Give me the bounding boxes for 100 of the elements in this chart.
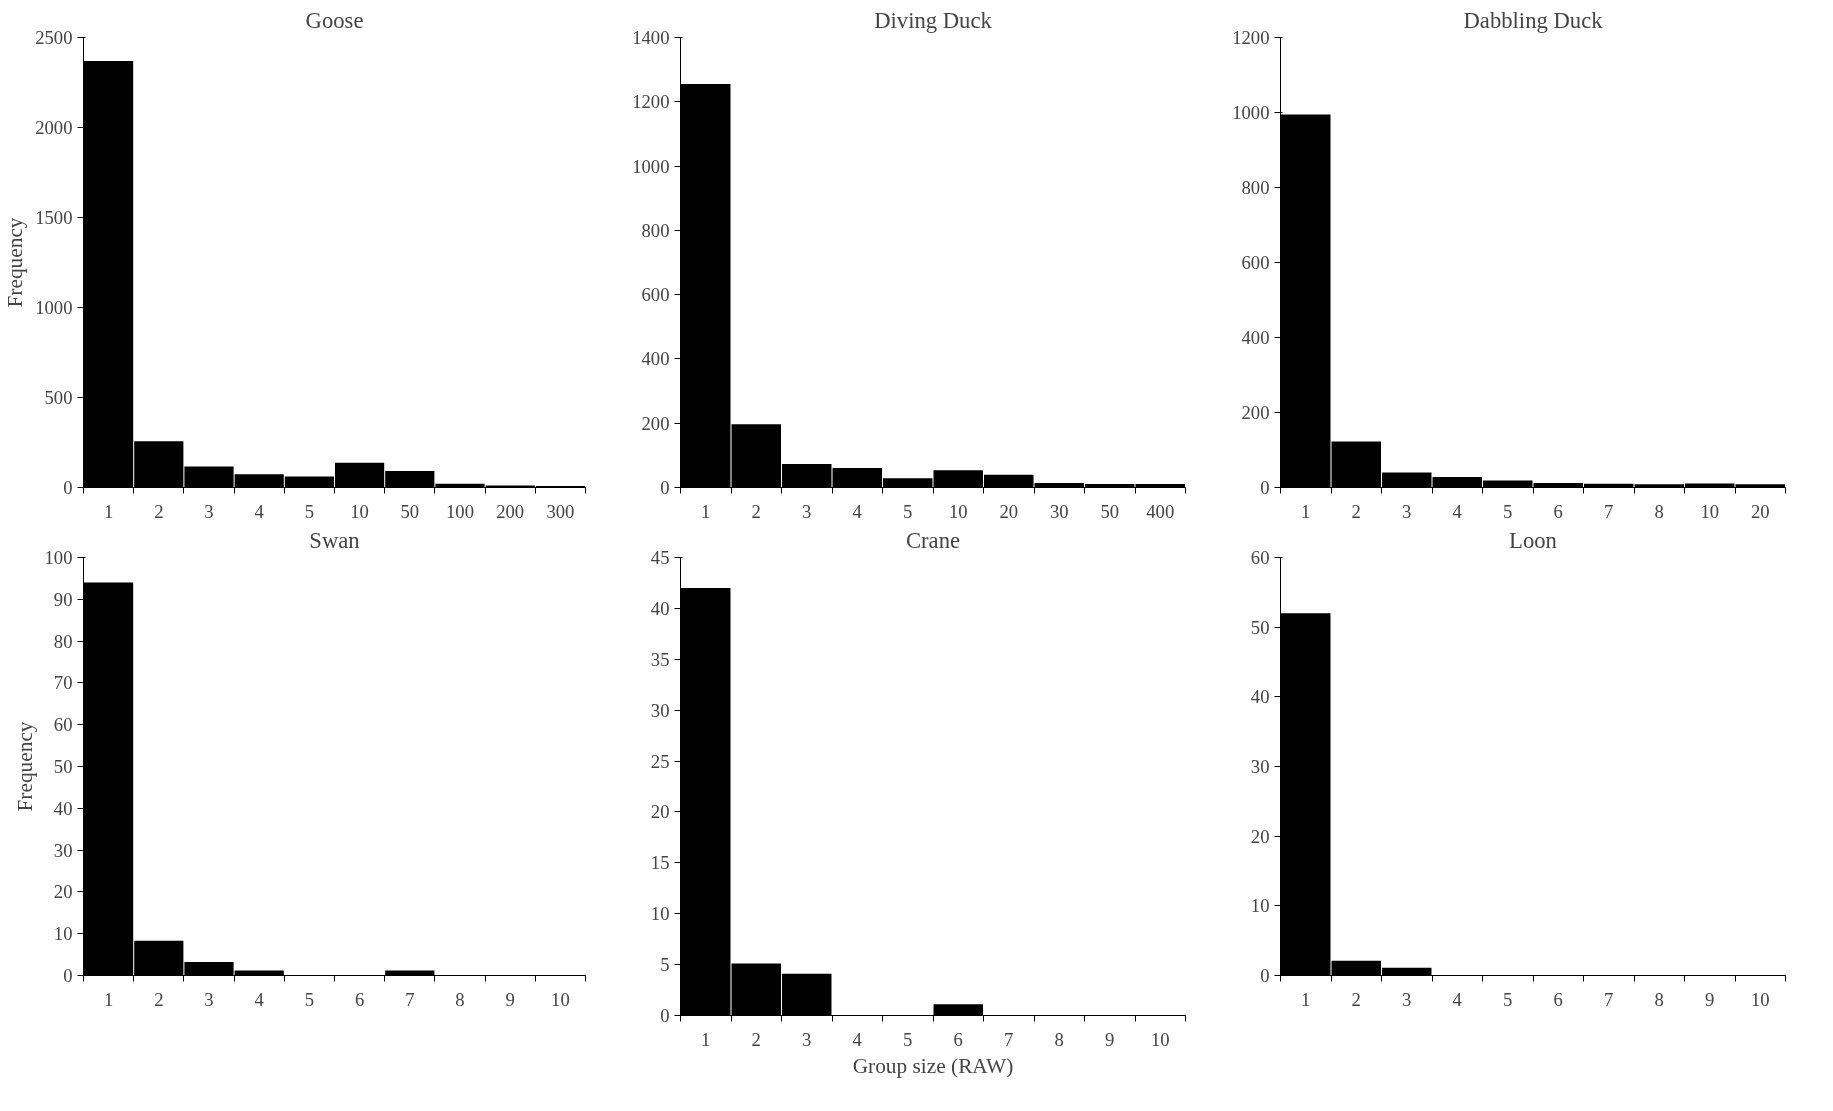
y-tick-label: 30	[1250, 756, 1270, 777]
chart-title: Goose	[305, 7, 364, 33]
x-tick-label: 7	[405, 988, 415, 1010]
y-tick-label: 200	[641, 412, 670, 434]
x-tick-label: 4	[1452, 988, 1463, 1010]
x-tick-label: 20	[999, 500, 1019, 522]
y-tick-label: 0	[63, 477, 73, 498]
x-tick-label: 10	[551, 988, 570, 1010]
y-tick-label: 10	[53, 923, 73, 945]
x-tick-label: 2	[1351, 500, 1361, 522]
chart-title: Crane	[905, 527, 961, 553]
y-tick-label: 25	[650, 750, 670, 772]
x-tick-label: 3	[204, 988, 214, 1010]
x-tick-label: 400	[1146, 500, 1175, 522]
y-tick-label: 35	[650, 648, 670, 670]
y-tick-label: 600	[1241, 252, 1270, 273]
x-tick-label: 6	[953, 1028, 963, 1050]
y-tick-label: 1000	[1232, 102, 1270, 123]
y-tick-label: 400	[1241, 327, 1270, 348]
y-tick-label: 70	[53, 672, 73, 694]
x-tick-label: 10	[1700, 500, 1720, 522]
x-tick-label: 5	[903, 500, 913, 522]
x-tick-label: 7	[1604, 500, 1614, 522]
y-tick-label: 1200	[1232, 27, 1270, 48]
x-tick-label: 20	[1750, 500, 1770, 522]
y-tick-label: 20	[1250, 825, 1270, 847]
x-tick-label: 1	[103, 500, 114, 522]
y-tick-label: 60	[53, 714, 73, 736]
y-tick-label: 1000	[632, 155, 670, 177]
x-tick-label: 3	[1402, 988, 1412, 1010]
y-tick-label: 0	[660, 1005, 670, 1026]
y-tick-label: 800	[641, 219, 670, 241]
x-tick-label: 30	[1049, 500, 1069, 522]
y-tick-label: 15	[650, 852, 670, 874]
x-tick-label: 100	[446, 500, 474, 522]
x-tick-label: 50	[1100, 500, 1120, 522]
y-tick-label: 0	[660, 477, 670, 498]
y-tick-label: 0	[63, 965, 73, 986]
x-axis-title: Group size (RAW)	[852, 1053, 1014, 1078]
x-tick-label: 3	[1402, 500, 1412, 522]
y-tick-label: 30	[53, 839, 73, 861]
x-tick-label: 300	[546, 500, 575, 522]
x-tick-label: 6	[354, 988, 365, 1010]
x-tick-label: 2	[1351, 988, 1361, 1010]
x-tick-label: 6	[1553, 500, 1563, 522]
x-tick-label: 10	[350, 500, 369, 522]
x-tick-label: 4	[254, 988, 265, 1010]
x-tick-label: 2	[751, 1028, 761, 1050]
chart-title: Diving Duck	[874, 7, 993, 33]
x-tick-label: 50	[400, 500, 420, 522]
y-tick-label: 10	[1250, 895, 1270, 917]
x-tick-label: 4	[852, 1028, 863, 1050]
x-tick-label: 10	[1150, 1028, 1170, 1050]
x-tick-label: 7	[1004, 1028, 1014, 1050]
x-tick-label: 5	[1503, 988, 1513, 1010]
x-tick-label: 8	[1654, 988, 1664, 1010]
y-tick-label: 20	[650, 801, 670, 823]
x-tick-label: 2	[154, 988, 164, 1010]
x-tick-label: 5	[903, 1028, 913, 1050]
x-tick-label: 9	[1705, 988, 1715, 1010]
x-tick-label: 4	[1452, 500, 1463, 522]
x-tick-label: 8	[1054, 1028, 1064, 1050]
y-tick-label: 600	[641, 284, 670, 306]
y-tick-label: 1000	[35, 297, 73, 318]
chart-title: Swan	[309, 527, 360, 553]
x-tick-label: 5	[304, 988, 315, 1010]
y-tick-label: 90	[53, 588, 73, 610]
x-tick-label: 5	[304, 500, 315, 522]
x-tick-label: 5	[1503, 500, 1513, 522]
x-tick-label: 1	[103, 988, 114, 1010]
x-tick-label: 200	[496, 500, 525, 522]
x-tick-label: 9	[505, 988, 515, 1010]
y-tick-label: 50	[1250, 616, 1270, 638]
x-tick-label: 10	[1750, 988, 1770, 1010]
y-tick-label: 60	[1250, 547, 1270, 568]
y-tick-label: 1500	[35, 207, 73, 228]
x-tick-label: 7	[1604, 988, 1614, 1010]
x-tick-label: 4	[852, 500, 863, 522]
y-tick-label: 0	[1260, 477, 1270, 498]
y-tick-label: 30	[650, 699, 670, 721]
y-tick-label: 50	[53, 756, 73, 777]
x-tick-label: 3	[802, 500, 812, 522]
y-tick-label: 40	[53, 797, 73, 819]
x-tick-label: 9	[1105, 1028, 1115, 1050]
x-tick-label: 1	[1301, 988, 1311, 1010]
x-tick-label: 3	[802, 1028, 812, 1050]
y-tick-label: 10	[650, 903, 670, 925]
y-tick-label: 2000	[35, 117, 73, 138]
x-tick-label: 2	[154, 500, 164, 522]
x-tick-label: 1	[701, 500, 711, 522]
y-tick-label: 1400	[632, 27, 670, 48]
y-axis-title: Frequency	[12, 721, 37, 812]
chart-title: Dabbling Duck	[1463, 7, 1604, 33]
x-tick-label: 4	[254, 500, 265, 522]
y-tick-label: 800	[1241, 177, 1270, 198]
y-tick-label: 80	[53, 630, 73, 652]
y-axis-title: Frequency	[3, 217, 28, 308]
y-tick-label: 0	[1260, 965, 1270, 986]
y-tick-label: 100	[44, 547, 73, 568]
x-tick-label: 6	[1553, 988, 1563, 1010]
